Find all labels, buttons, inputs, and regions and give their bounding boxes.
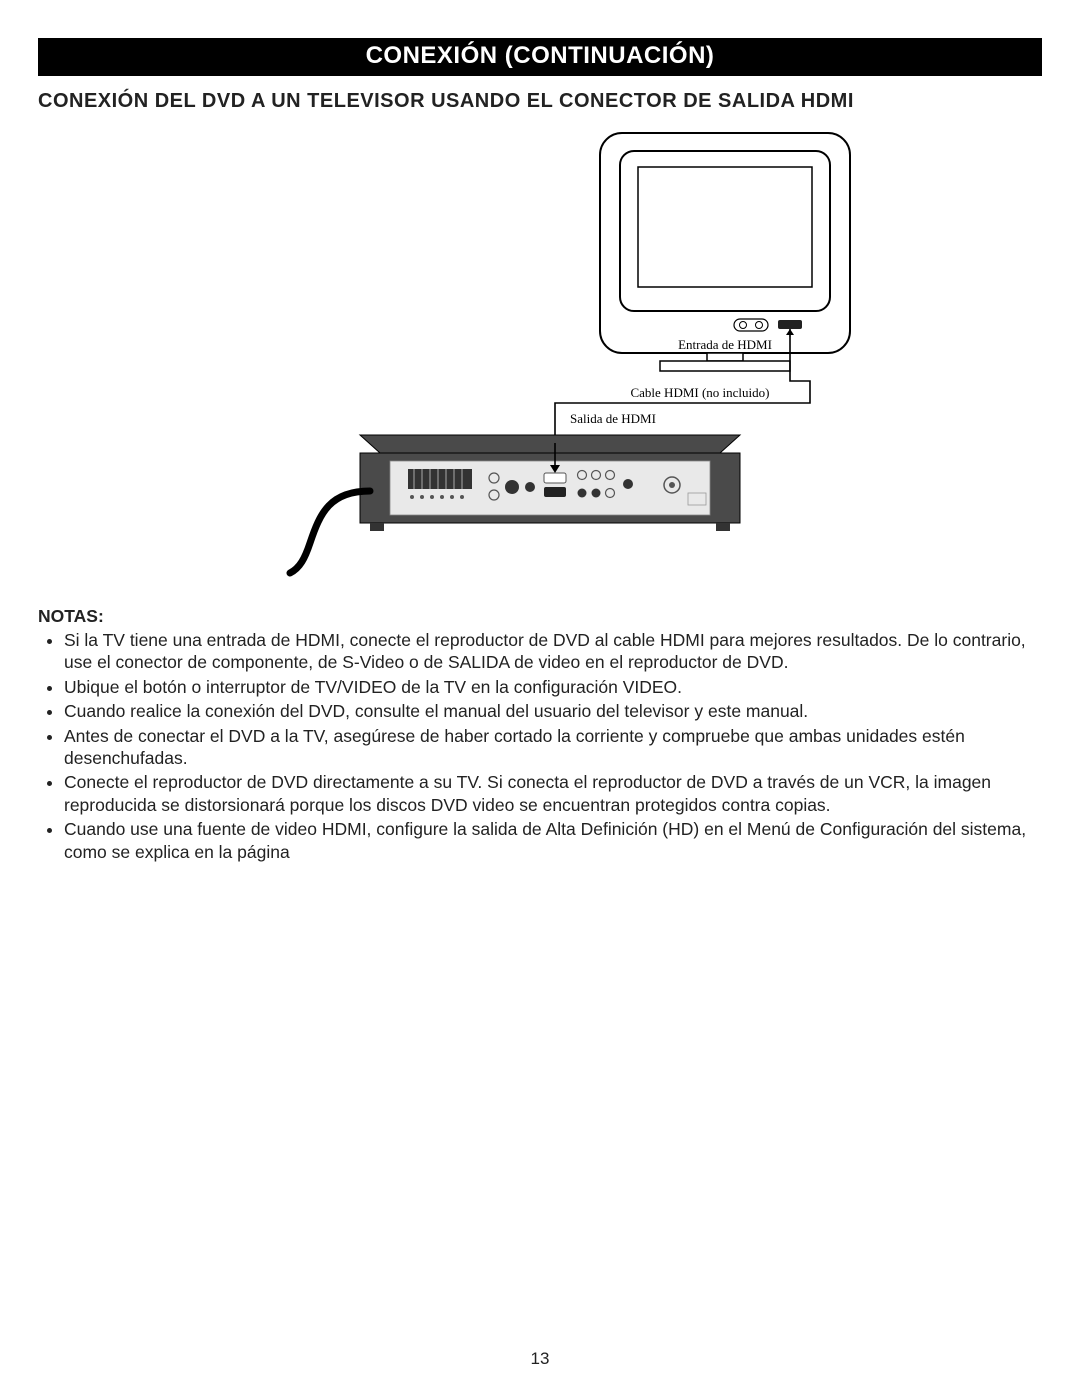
note-item: Cuando realice la conexión del DVD, cons… xyxy=(64,700,1042,722)
notes-list: Si la TV tiene una entrada de HDMI, cone… xyxy=(38,629,1042,863)
section-banner: CONEXIÓN (CONTINUACIÓN) xyxy=(38,38,1042,76)
note-item: Conecte el reproductor de DVD directamen… xyxy=(64,771,1042,816)
diagram-label-hdmi-in: Entrada de HDMI xyxy=(678,337,772,352)
note-item: Ubique el botón o interruptor de TV/VIDE… xyxy=(64,676,1042,698)
note-item: Cuando use una fuente de video HDMI, con… xyxy=(64,818,1042,863)
notes-heading: NOTAS: xyxy=(38,606,1042,627)
note-item: Si la TV tiene una entrada de HDMI, cone… xyxy=(64,629,1042,674)
section-subtitle: CONEXIÓN DEL DVD A UN TELEVISOR USANDO E… xyxy=(38,90,1042,113)
diagram-label-cable: Cable HDMI (no incluido) xyxy=(630,385,769,400)
connection-diagram: Entrada de HDMI Cable HDMI (no incluido)… xyxy=(38,113,1042,588)
note-item: Antes de conectar el DVD a la TV, asegúr… xyxy=(64,725,1042,770)
page-number: 13 xyxy=(0,1349,1080,1369)
diagram-label-hdmi-out: Salida de HDMI xyxy=(570,411,656,426)
